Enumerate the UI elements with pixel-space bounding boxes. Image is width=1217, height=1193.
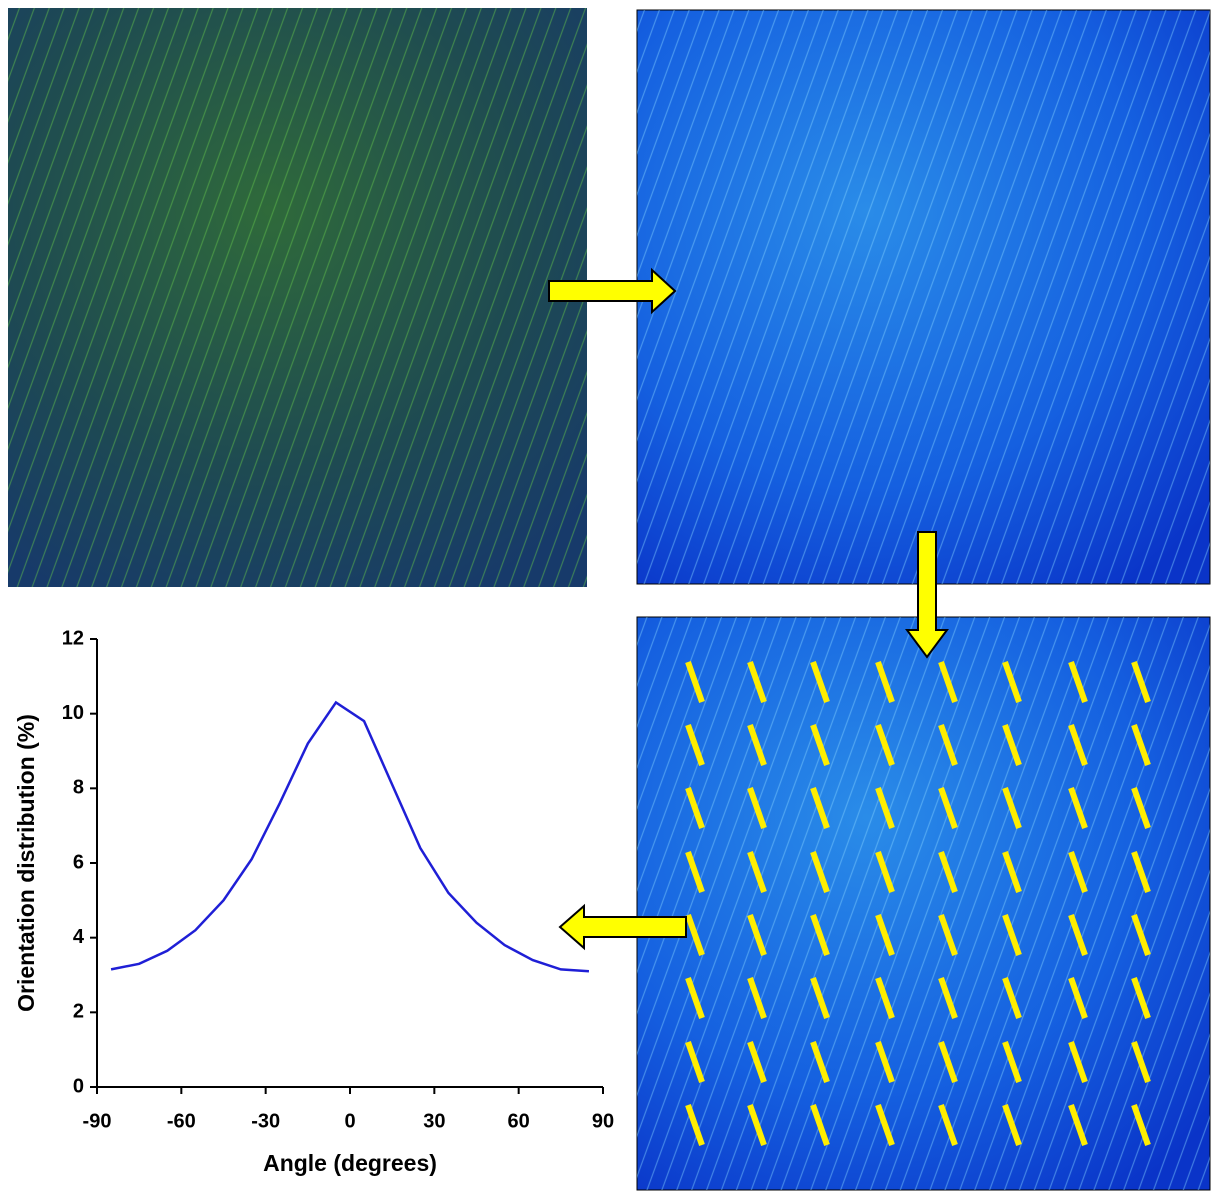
orientation-bar bbox=[1002, 1041, 1022, 1083]
orientation-bar bbox=[1068, 977, 1088, 1019]
orientation-bar bbox=[810, 914, 830, 956]
orientation-bar bbox=[1068, 914, 1088, 956]
orientation-bar bbox=[1131, 914, 1151, 956]
micrograph-raw bbox=[8, 8, 587, 587]
orientation-bar bbox=[875, 1104, 895, 1146]
orientation-bar bbox=[685, 724, 705, 766]
orientation-bar bbox=[938, 977, 958, 1019]
orientation-bar bbox=[875, 914, 895, 956]
orientation-bar bbox=[747, 787, 767, 829]
orientation-bar bbox=[685, 851, 705, 893]
x-tick-label: 30 bbox=[423, 1110, 445, 1132]
orientation-bar bbox=[747, 724, 767, 766]
orientation-bar bbox=[938, 914, 958, 956]
orientation-bar bbox=[1002, 914, 1022, 956]
orientation-bar bbox=[810, 724, 830, 766]
y-tick-label: 12 bbox=[62, 627, 84, 649]
orientation-bar bbox=[747, 1041, 767, 1083]
y-tick-label: 8 bbox=[73, 777, 84, 799]
orientation-bar bbox=[1131, 851, 1151, 893]
orientation-bar bbox=[1002, 1104, 1022, 1146]
y-tick-label: 2 bbox=[73, 1001, 84, 1023]
x-axis-title: Angle (degrees) bbox=[263, 1150, 437, 1176]
orientation-bar bbox=[1131, 787, 1151, 829]
orientation-bar bbox=[810, 977, 830, 1019]
orientation-bar bbox=[810, 787, 830, 829]
orientation-bar bbox=[1068, 851, 1088, 893]
orientation-bar bbox=[685, 661, 705, 703]
x-tick-label: 90 bbox=[592, 1110, 614, 1132]
y-tick-label: 4 bbox=[73, 926, 85, 948]
orientation-bar bbox=[875, 661, 895, 703]
orientation-bar bbox=[747, 851, 767, 893]
x-tick-label: -60 bbox=[167, 1110, 196, 1132]
orientation-bar bbox=[875, 977, 895, 1019]
orientation-bar bbox=[875, 724, 895, 766]
arrows bbox=[548, 267, 949, 951]
orientation-bar bbox=[938, 851, 958, 893]
orientation-bar bbox=[1002, 977, 1022, 1019]
orientation-bar bbox=[938, 1041, 958, 1083]
line-series bbox=[110, 700, 590, 973]
orientation-bar bbox=[1002, 851, 1022, 893]
orientation-bar bbox=[1068, 1104, 1088, 1146]
orientation-bar bbox=[747, 977, 767, 1019]
arrow-right bbox=[548, 267, 677, 315]
orientation-bar bbox=[938, 1104, 958, 1146]
orientation-bar bbox=[1002, 724, 1022, 766]
orientation-bar bbox=[938, 724, 958, 766]
orientation-bar bbox=[685, 977, 705, 1019]
orientation-bar bbox=[685, 914, 705, 956]
x-tick-label: 0 bbox=[344, 1110, 355, 1132]
orientation-bar bbox=[875, 1041, 895, 1083]
orientation-bar bbox=[875, 851, 895, 893]
orientation-bar bbox=[1068, 724, 1088, 766]
orientation-bar bbox=[1002, 661, 1022, 703]
orientation-bar bbox=[810, 661, 830, 703]
orientation-bar bbox=[1131, 1041, 1151, 1083]
orientation-bar bbox=[875, 787, 895, 829]
orientation-bar bbox=[685, 1041, 705, 1083]
orientation-bar bbox=[1068, 1041, 1088, 1083]
orientation-bar bbox=[810, 851, 830, 893]
micrograph-colormap bbox=[636, 9, 1211, 585]
orientation-bar bbox=[1068, 787, 1088, 829]
orientation-bar bbox=[1131, 977, 1151, 1019]
orientation-bar bbox=[747, 1104, 767, 1146]
orientation-bar bbox=[1068, 661, 1088, 703]
orientation-bar bbox=[1131, 1104, 1151, 1146]
y-tick-label: 0 bbox=[73, 1075, 84, 1097]
orientation-bar bbox=[747, 914, 767, 956]
orientation-bar bbox=[1131, 661, 1151, 703]
y-axis-title: Orientation distribution (%) bbox=[13, 714, 39, 1012]
orientation-bar bbox=[810, 1104, 830, 1146]
y-tick-label: 6 bbox=[73, 851, 84, 873]
x-tick-label: -90 bbox=[83, 1110, 112, 1132]
arrow-down bbox=[905, 531, 949, 659]
orientation-bar bbox=[747, 661, 767, 703]
micrograph-orientation bbox=[636, 616, 1211, 1191]
arrow-left bbox=[558, 903, 687, 951]
orientation-bar bbox=[1131, 724, 1151, 766]
orientation-bar bbox=[1002, 787, 1022, 829]
orientation-bar bbox=[685, 1104, 705, 1146]
orientation-bar bbox=[938, 787, 958, 829]
orientation-bar bbox=[810, 1041, 830, 1083]
orientation-bar bbox=[685, 787, 705, 829]
orientation-bar bbox=[938, 661, 958, 703]
x-tick-label: 60 bbox=[508, 1110, 530, 1132]
x-tick-label: -30 bbox=[251, 1110, 280, 1132]
y-tick-label: 10 bbox=[62, 702, 84, 724]
